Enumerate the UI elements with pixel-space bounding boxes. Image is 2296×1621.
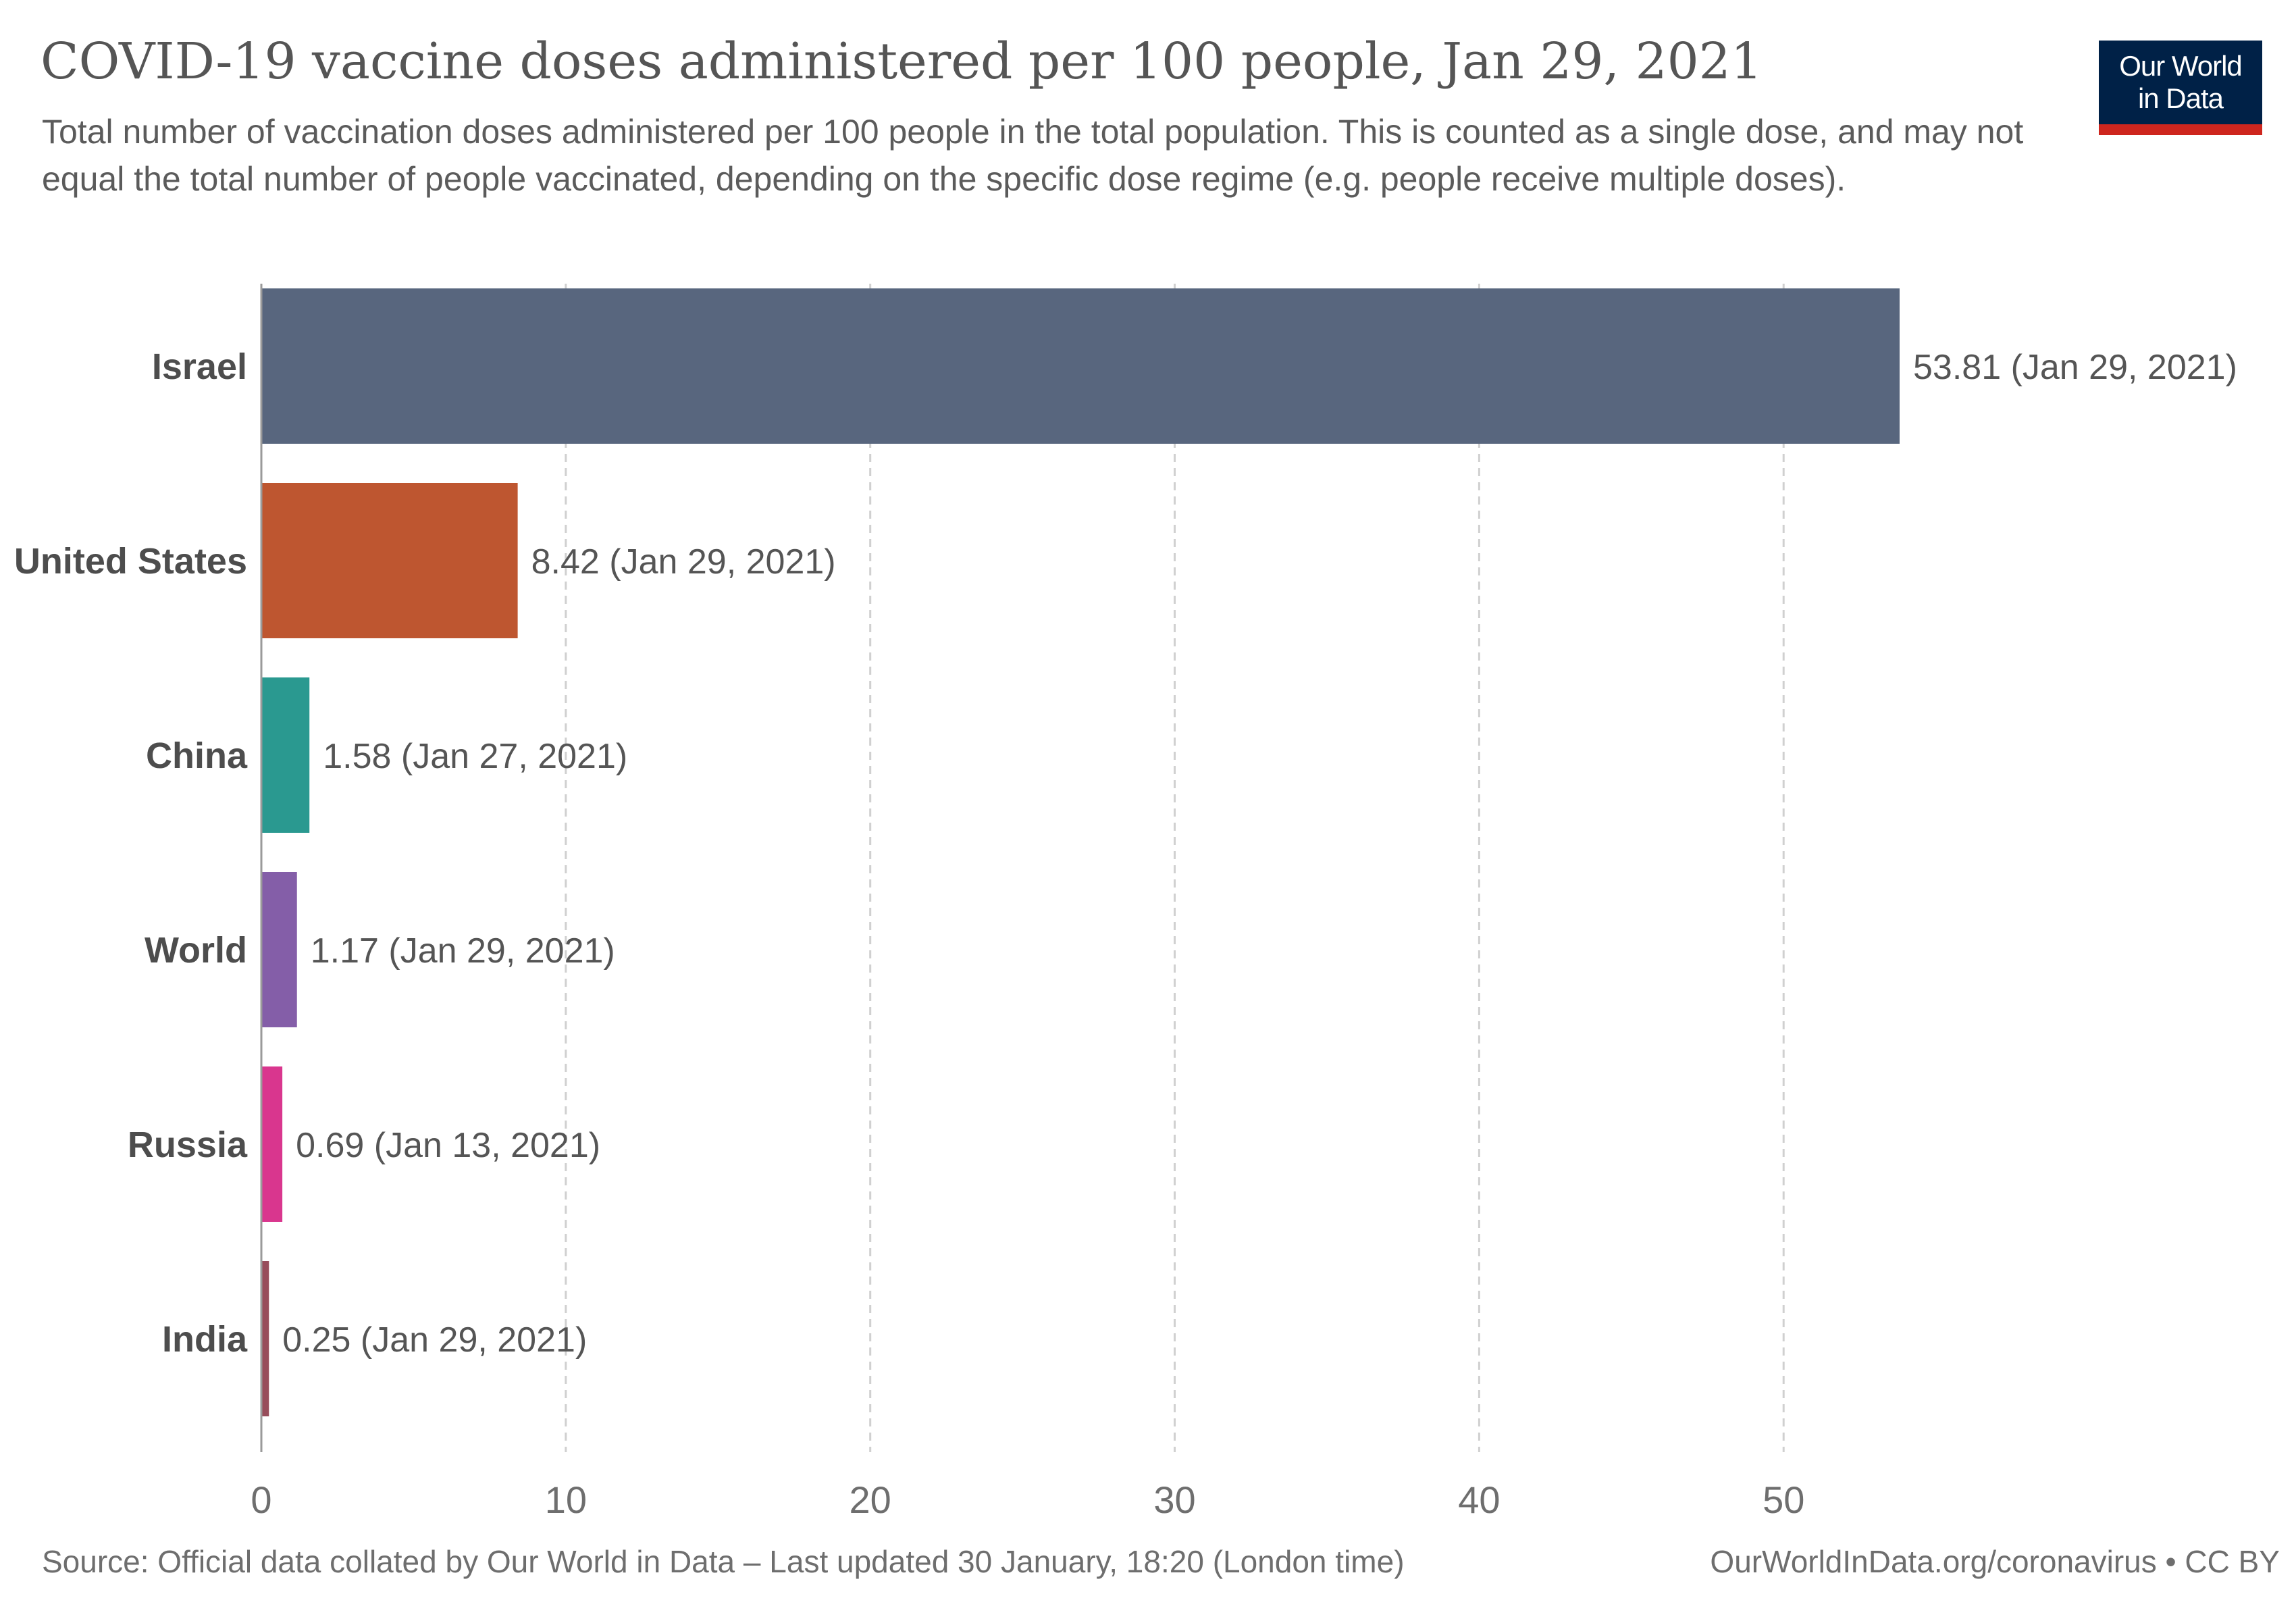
value-label-united-states: 8.42 (Jan 29, 2021) — [531, 542, 836, 582]
value-label-china: 1.58 (Jan 27, 2021) — [323, 737, 627, 776]
logo-line-2: in Data — [2137, 82, 2224, 114]
x-tick-label: 40 — [1458, 1478, 1500, 1521]
source-link[interactable]: OurWorldInData.org/coronavirus • CC BY — [1710, 1544, 2280, 1579]
category-label-china: China — [146, 736, 248, 776]
category-label-russia: Russia — [128, 1125, 248, 1165]
axis-layer: 0 10 20 30 40 50 — [251, 284, 1804, 1521]
bar-world[interactable] — [261, 872, 297, 1027]
grid-layer — [565, 284, 1785, 1452]
x-tick-label: 0 — [251, 1478, 271, 1521]
logo-line-1: Our World — [2119, 50, 2243, 82]
value-label-india: 0.25 (Jan 29, 2021) — [282, 1320, 587, 1360]
category-label-world: World — [145, 930, 247, 971]
chart-subtitle: Total number of vaccination doses admini… — [42, 113, 2024, 198]
bar-layer — [261, 288, 1900, 1416]
bar-india[interactable] — [261, 1261, 269, 1416]
value-label-world: 1.17 (Jan 29, 2021) — [311, 931, 615, 971]
value-label-israel: 53.81 (Jan 29, 2021) — [1913, 348, 2237, 387]
category-label-united-states: United States — [14, 541, 247, 582]
owid-logo[interactable]: Our World in Data — [2099, 41, 2262, 135]
value-label-russia: 0.69 (Jan 13, 2021) — [296, 1126, 600, 1165]
chart-title: COVID-19 vaccine doses administered per … — [41, 32, 1763, 91]
x-tick-label: 30 — [1153, 1478, 1195, 1521]
x-tick-label: 10 — [545, 1478, 587, 1521]
category-label-india: India — [162, 1319, 248, 1360]
bar-russia[interactable] — [261, 1066, 283, 1222]
x-tick-label: 20 — [850, 1478, 891, 1521]
bar-israel[interactable] — [261, 288, 1900, 444]
x-tick-label: 50 — [1763, 1478, 1804, 1521]
label-layer: Israel 53.81 (Jan 29, 2021) United States 8… — [14, 346, 2237, 1360]
bar-united-states[interactable] — [261, 483, 518, 638]
bar-china[interactable] — [261, 677, 310, 833]
source-note: Source: Official data collated by Our Wo… — [42, 1544, 1405, 1579]
category-label-israel: Israel — [152, 346, 247, 387]
